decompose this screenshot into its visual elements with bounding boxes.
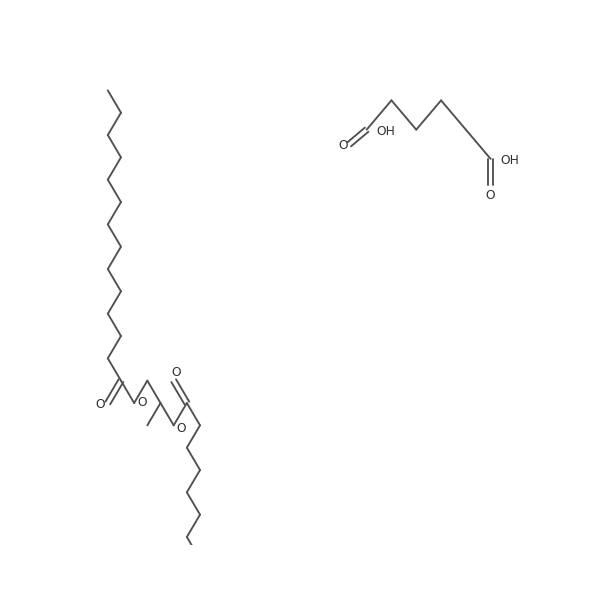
Text: O: O [486,188,495,202]
Text: O: O [338,140,348,152]
Text: O: O [137,397,147,409]
Text: O: O [171,367,181,379]
Text: O: O [176,422,186,435]
Text: OH: OH [376,125,395,138]
Text: OH: OH [500,154,519,167]
Text: O: O [95,398,105,411]
